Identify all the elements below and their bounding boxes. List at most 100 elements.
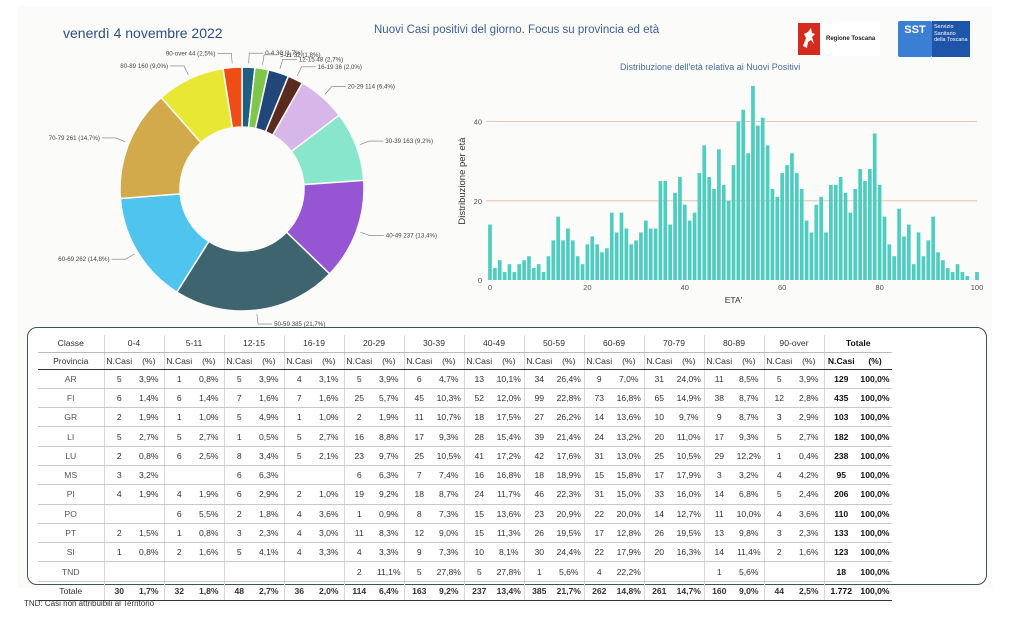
row-total-count: 435 <box>823 388 858 409</box>
table-cell: 10,3% <box>434 388 464 409</box>
histogram-bar <box>804 220 809 280</box>
ncasi-header: N.Casi <box>583 352 614 370</box>
table-cell: 2,7% <box>254 580 284 602</box>
table-cell: 5 <box>223 407 254 428</box>
table-cell: 4 <box>283 523 314 544</box>
table-cell: 3,2% <box>734 465 764 486</box>
histogram-bar <box>746 153 750 280</box>
histogram-bar <box>717 149 721 280</box>
table-cell: 3,9% <box>254 369 284 389</box>
table-cell: 4 <box>583 561 614 582</box>
table-cell: 13,2% <box>614 426 644 447</box>
table-cell: 12 <box>403 523 434 544</box>
table-cell: 3,6% <box>794 504 824 524</box>
age-group-header: 60-69 <box>583 335 644 353</box>
histogram-bar <box>702 145 707 280</box>
histogram-bar <box>809 232 814 280</box>
province-name: TND <box>38 561 104 582</box>
histogram-xlabel: ETA' <box>725 295 743 305</box>
table-cell: 7,3% <box>434 504 464 524</box>
age-histogram-chart: 0 20 40 0 20 40 60 80 100 ETA' Distribuzione per e… <box>457 85 984 305</box>
table-cell: 6,8% <box>734 484 764 505</box>
histogram-xtick: 100 <box>971 283 984 292</box>
table-cell <box>254 561 284 582</box>
table-cell: 1 <box>163 407 194 428</box>
histogram-bar <box>794 173 799 280</box>
histogram-bar <box>955 264 960 280</box>
totals-label: Totale <box>38 580 104 602</box>
pct-header: (%) <box>134 352 164 370</box>
histogram-bar <box>512 272 517 280</box>
row-total-pct: 100,0% <box>858 561 892 582</box>
histogram-bar <box>892 256 897 280</box>
histogram-xtick: 0 <box>488 283 492 292</box>
pct-header: (%) <box>734 352 764 370</box>
table-cell: 237 <box>463 580 494 602</box>
histogram-bar <box>765 145 770 280</box>
province-name: AR <box>38 369 104 389</box>
table-cell: 1,0% <box>194 407 224 428</box>
pct-header: (%) <box>194 352 224 370</box>
table-cell: 1,6% <box>254 388 284 409</box>
histogram-bar <box>643 220 648 280</box>
table-cell: 10,0% <box>734 504 764 524</box>
histogram-bar <box>755 125 760 280</box>
histogram-bar <box>780 173 785 280</box>
table-cell: 8 <box>403 504 434 524</box>
table-cell: 5 <box>163 426 194 447</box>
table-cell: 12,0% <box>494 388 524 409</box>
table-cell: 7,4% <box>434 465 464 486</box>
ncasi-header: N.Casi <box>283 352 314 370</box>
table-cell: 25 <box>403 446 434 466</box>
age-group-header: 50-59 <box>523 335 584 353</box>
table-cell: 5,6% <box>734 561 764 582</box>
province-name: FI <box>38 388 104 409</box>
table-cell: 1,0% <box>314 407 344 428</box>
table-row: LI 5 2,7% 5 2,7% 1 0,5% 5 2,7% 16 8,8% 17 9,3% 28 15,4… <box>38 426 892 447</box>
histogram-bar <box>663 181 668 280</box>
table-cell: 6 <box>163 446 194 466</box>
table-cell: 10,5% <box>674 446 704 466</box>
histogram-bar <box>497 260 502 280</box>
histogram-bar <box>833 184 838 280</box>
table-cell: 261 <box>643 580 674 602</box>
age-group-header: 70-79 <box>643 335 704 353</box>
table-cell: 0,8% <box>194 523 224 544</box>
table-cell: 8,3% <box>374 523 404 544</box>
table-cell: 17,9% <box>674 465 704 486</box>
table-cell: 1,6% <box>194 542 224 563</box>
histogram-bar <box>950 272 955 280</box>
table-cell: 17 <box>703 426 734 447</box>
histogram-bar <box>634 240 638 280</box>
sst-logo: SST Servizio Sanitario della Toscana <box>898 20 972 58</box>
table-header-groups: Classe 0-4 5-11 12-15 16-19 20-29 30-39 40-49 50… <box>38 335 892 353</box>
table-cell: 17,2% <box>494 446 524 466</box>
table-cell: 7,0% <box>614 369 644 389</box>
histogram-bar <box>785 165 789 280</box>
histogram-bar <box>570 240 575 280</box>
donut-label: 70-79 261 (14,7%) <box>49 135 100 142</box>
table-row: FI 6 1,4% 6 1,4% 7 1,6% 7 1,6% 25 5,7% 45 10,3% 52 12,… <box>38 388 892 409</box>
table-cell: 16 <box>343 426 374 447</box>
table-row: PI 4 1,9% 4 1,9% 6 2,9% 2 1,0% 19 9,2% 18 8,7% 24 11,7… <box>38 484 892 505</box>
table-cell: 1,6% <box>314 388 344 409</box>
table-cell: 10,1% <box>494 369 524 389</box>
table-cell: 20 <box>643 426 674 447</box>
table-cell: 5,5% <box>194 504 224 524</box>
province-name: PT <box>38 523 104 544</box>
table-cell: 12 <box>763 388 794 409</box>
table-cell: 0,8% <box>134 542 164 563</box>
donut-leader-line <box>360 231 384 236</box>
histogram-bar <box>595 244 599 280</box>
donut-label: 16-19 36 (2,0%) <box>318 64 362 71</box>
table-cell: 22,2% <box>614 561 644 582</box>
table-cell: 4,7% <box>434 369 464 389</box>
age-group-header: 40-49 <box>463 335 524 353</box>
histogram-bar <box>531 268 536 280</box>
histogram-bar <box>863 181 867 280</box>
table-cell: 2 <box>223 504 254 524</box>
donut-slice-90-over <box>222 66 243 129</box>
age-group-header: 90-over <box>763 335 824 353</box>
table-cell: 6 <box>163 504 194 524</box>
table-cell: 6 <box>343 465 374 486</box>
